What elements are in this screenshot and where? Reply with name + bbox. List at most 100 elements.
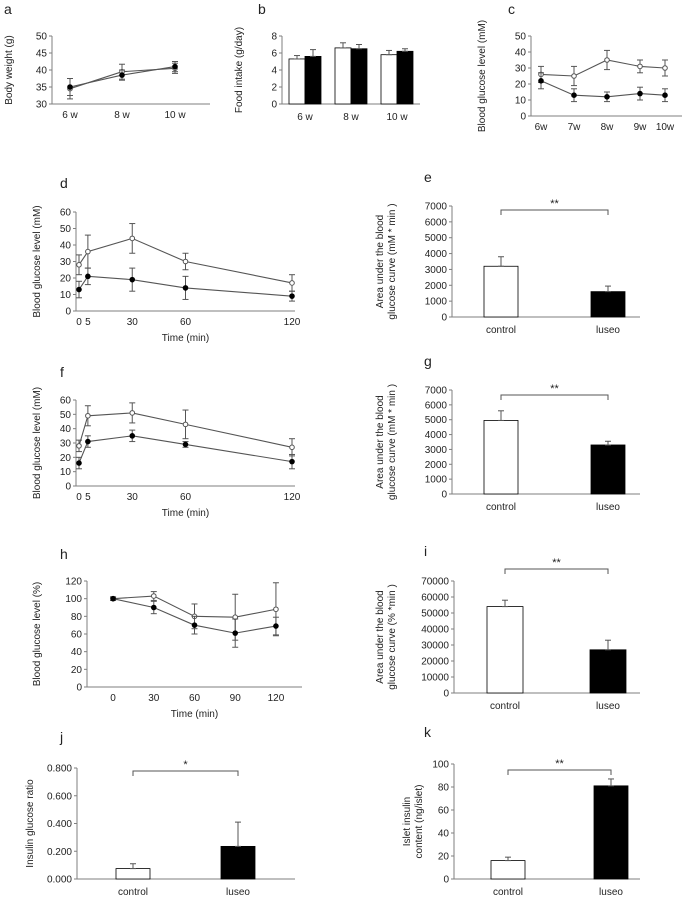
x-tick-label-d: 60 [180, 317, 192, 328]
y-tick-label-h: 80 [71, 612, 83, 623]
y-tick-label-i: 0 [443, 689, 449, 700]
y-tick-label-d: 60 [60, 208, 72, 219]
y-tick-label-h: 40 [71, 647, 83, 658]
y-tick-label-c: 20 [515, 80, 527, 91]
y-axis-label-k: Islet insulincontent (ng/islet) [402, 785, 425, 859]
y-tick-label-j: 0.800 [47, 764, 72, 775]
data-point-luseo [76, 286, 82, 293]
chart-c: c 0 10 20 30 40 50 Blood glucose level (mM) 6w 7w… [477, 1, 682, 133]
y-tick-label-d: 30 [60, 257, 72, 268]
y-tick-label-h: 0 [76, 683, 82, 694]
x-tick-label-g: luseo [596, 502, 620, 513]
x-tick-label-f: 0 [76, 492, 82, 503]
x-tick-label-a: 6 w [62, 110, 78, 121]
x-tick-label-i: control [490, 701, 520, 712]
data-point-luseo [637, 90, 643, 97]
x-tick-label-e: control [486, 325, 516, 336]
data-point-control [637, 63, 643, 70]
panel-label-i: i [424, 543, 427, 559]
x-tick-label-a: 8 w [114, 110, 130, 121]
data-point-control [85, 412, 91, 419]
x-tick-label-c: 10w [656, 122, 675, 133]
data-point-control [182, 258, 189, 265]
x-axis-label-d: Time (min) [162, 333, 209, 344]
y-tick-label-g: 2000 [425, 460, 448, 471]
y-tick-label-e: 2000 [425, 281, 448, 292]
y-tick-label-f: 0 [65, 482, 71, 493]
y-axis-label-line: Area under the blood [375, 215, 386, 308]
data-point-luseo [172, 63, 178, 70]
y-tick-label-e: 5000 [425, 233, 448, 244]
y-axis-label-line: Blood glucose level (mM) [477, 20, 488, 132]
y-tick-label-a: 50 [36, 32, 48, 43]
y-tick-label-h: 120 [65, 577, 82, 588]
x-tick-label-k: luseo [599, 887, 623, 898]
bar-luseo [589, 649, 627, 694]
bar-control [483, 265, 519, 318]
data-point-control [85, 248, 91, 255]
data-point-luseo [129, 433, 136, 439]
x-tick-label-f: 60 [180, 492, 192, 503]
x-tick-label-f: 120 [284, 492, 301, 503]
bar-control [483, 420, 519, 495]
y-tick-label-g: 1000 [425, 475, 448, 486]
y-tick-label-b: 4 [271, 66, 277, 77]
y-tick-label-b: 6 [271, 49, 277, 60]
chart-h: h 0 20 40 60 80 100 120 Blood glucose level (%) T… [32, 546, 302, 720]
y-axis-label-g: Area under the bloodglucose curve (mM * … [375, 384, 398, 500]
y-tick-label-f: 10 [60, 467, 72, 478]
y-tick-label-d: 0 [65, 307, 71, 318]
y-tick-label-g: 4000 [425, 430, 448, 441]
y-axis-label-line: Body weight (g) [4, 35, 15, 104]
panel-label-h: h [60, 546, 68, 562]
y-axis-label-i: Area under the bloodglucose curve (% *mi… [375, 584, 398, 690]
significance-bracket [500, 209, 609, 215]
y-tick-label-j: 0.400 [47, 819, 72, 830]
x-tick-label-c: 9w [634, 122, 648, 133]
data-point-control [289, 280, 295, 286]
x-tick-label-h: 120 [268, 693, 285, 704]
y-tick-label-f: 50 [60, 410, 72, 421]
x-tick-label-j: luseo [226, 887, 250, 898]
y-axis-label-line: glucose curve (mM * min ) [387, 203, 398, 319]
significance-bracket [507, 769, 612, 775]
y-tick-label-f: 60 [60, 396, 72, 407]
y-tick-label-c: 0 [520, 112, 526, 123]
data-point-control [150, 593, 157, 599]
chart-i: i 0 10000 20000 30000 40000 50000 60000 70000 Are… [375, 543, 640, 712]
y-tick-label-c: 50 [515, 32, 527, 43]
data-point-control [76, 262, 82, 268]
x-tick-label-k: control [493, 887, 523, 898]
data-point-luseo [232, 630, 239, 636]
y-tick-label-d: 10 [60, 290, 72, 301]
data-point-control [662, 65, 668, 71]
y-tick-label-k: 40 [438, 829, 450, 840]
bar-control [490, 860, 526, 880]
data-point-luseo [273, 623, 279, 629]
data-point-luseo [538, 78, 544, 84]
y-tick-label-a: 30 [36, 100, 48, 111]
y-tick-label-i: 40000 [421, 625, 449, 636]
panel-label-k: k [424, 724, 432, 740]
chart-b: b 0 2 4 6 8 Food intake (g/day) 6 w 8 w 10 w [234, 1, 420, 123]
y-tick-label-b: 8 [271, 32, 277, 43]
significance-bracket [500, 394, 609, 400]
x-tick-label-e: luseo [596, 325, 620, 336]
bar-control [288, 58, 306, 105]
y-tick-label-k: 20 [438, 852, 450, 863]
panel-label-c: c [508, 1, 515, 17]
y-tick-label-g: 5000 [425, 415, 448, 426]
y-axis-label-line: Islet insulin [402, 797, 413, 846]
y-tick-label-i: 30000 [421, 641, 449, 652]
x-tick-label-h: 0 [110, 693, 116, 704]
y-tick-label-f: 20 [60, 453, 72, 464]
data-point-luseo [289, 458, 295, 465]
y-axis-label-b: Food intake (g/day) [234, 27, 245, 113]
y-tick-label-k: 60 [438, 806, 450, 817]
x-axis-label-h: Time (min) [171, 709, 218, 720]
x-tick-label-d: 120 [284, 317, 301, 328]
chart-a: a 30 35 40 45 50 Body weight (g) 6 w 8 w 10 w [4, 1, 210, 121]
x-tick-label-c: 8w [601, 122, 615, 133]
